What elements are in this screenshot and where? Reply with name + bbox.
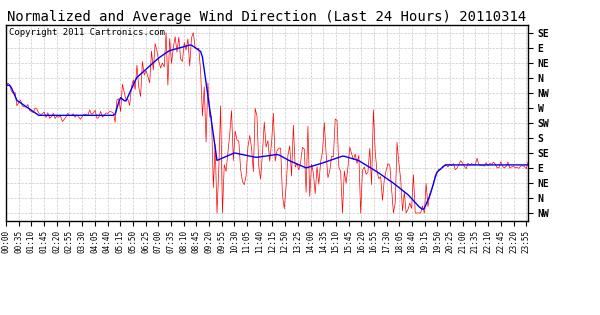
Title: Normalized and Average Wind Direction (Last 24 Hours) 20110314: Normalized and Average Wind Direction (L… xyxy=(7,10,527,24)
Text: Copyright 2011 Cartronics.com: Copyright 2011 Cartronics.com xyxy=(8,28,164,37)
